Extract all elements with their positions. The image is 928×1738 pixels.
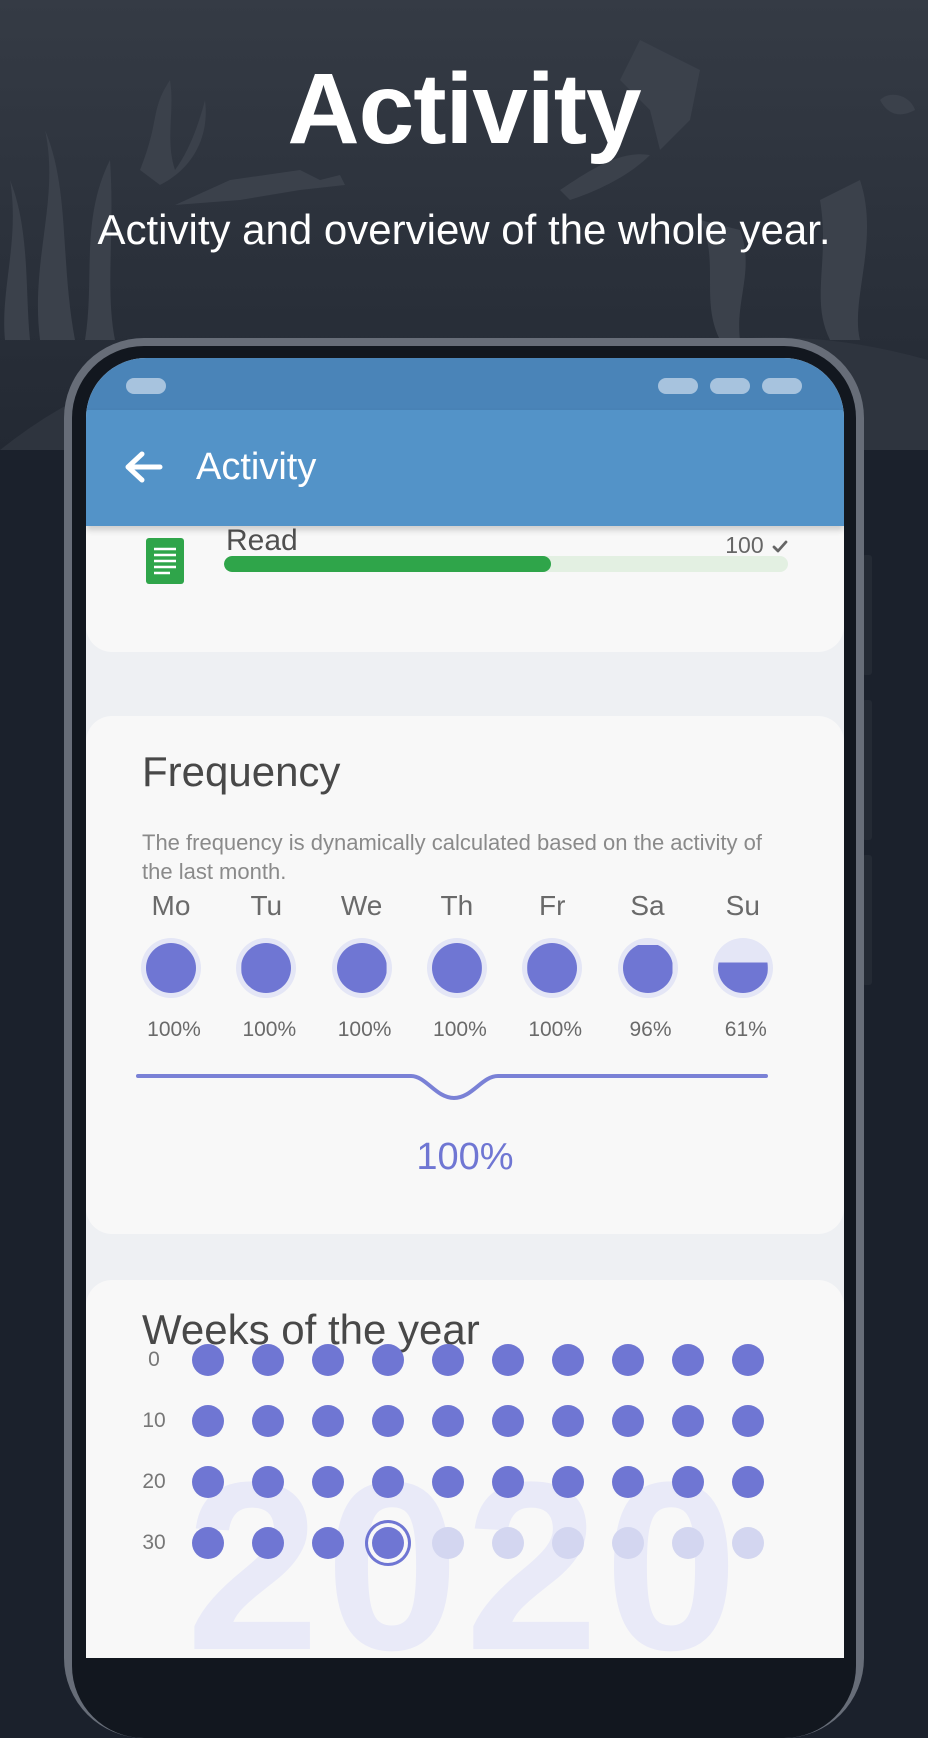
week-row-label: 10 <box>142 1409 166 1432</box>
promo-title: Activity <box>287 53 641 165</box>
app-bar: Activity <box>86 410 844 526</box>
week-dot[interactable] <box>312 1405 344 1437</box>
week-dot[interactable] <box>372 1405 404 1437</box>
status-indicator <box>762 378 802 394</box>
frequency-title: Frequency <box>142 748 341 795</box>
day-frequency-indicator <box>522 938 583 998</box>
week-dot[interactable] <box>612 1405 644 1437</box>
week-dot[interactable] <box>192 1527 224 1559</box>
week-dot[interactable] <box>612 1527 644 1559</box>
frequency-indicator-line <box>136 1074 768 1101</box>
week-dot[interactable] <box>732 1344 764 1376</box>
week-dot[interactable] <box>312 1466 344 1498</box>
day-label: Th <box>440 890 474 921</box>
document-icon <box>146 538 184 584</box>
week-dot[interactable] <box>492 1405 524 1437</box>
week-dot[interactable] <box>252 1405 284 1437</box>
week-dot[interactable] <box>612 1466 644 1498</box>
day-frequency-indicator <box>331 938 392 998</box>
week-dot[interactable] <box>432 1527 464 1559</box>
promo-subtitle: Activity and overview of the whole year. <box>97 206 831 253</box>
status-indicator <box>126 378 166 394</box>
week-dot[interactable] <box>552 1466 584 1498</box>
arrow-left-icon <box>125 451 163 483</box>
day-percentage: 100% <box>242 1018 297 1041</box>
activity-progress-fill <box>224 556 552 572</box>
goal-count-value: 100 <box>725 532 764 558</box>
week-dot[interactable] <box>252 1344 284 1376</box>
day-label: Tu <box>250 890 283 921</box>
week-dot[interactable] <box>672 1344 704 1376</box>
current-week-dot[interactable] <box>372 1527 404 1559</box>
day-label: Su <box>725 890 760 921</box>
week-dot[interactable] <box>252 1527 284 1559</box>
week-dot[interactable] <box>732 1527 764 1559</box>
activity-goal-count: 100 <box>725 532 788 559</box>
day-percentage: 96% <box>629 1018 672 1041</box>
week-dot[interactable] <box>672 1527 704 1559</box>
week-dot[interactable] <box>612 1344 644 1376</box>
day-frequency-indicator <box>141 938 201 998</box>
week-row-label: 0 <box>148 1348 160 1371</box>
day-frequency-indicator <box>236 938 297 998</box>
day-frequency-fill <box>146 943 196 993</box>
day-frequency-fill <box>431 943 482 993</box>
day-frequency-indicator <box>712 938 773 998</box>
week-dot[interactable] <box>432 1344 464 1376</box>
week-dot[interactable] <box>672 1405 704 1437</box>
week-dot[interactable] <box>312 1344 344 1376</box>
week-dot[interactable] <box>372 1466 404 1498</box>
week-dot[interactable] <box>552 1405 584 1437</box>
week-dot[interactable] <box>492 1344 524 1376</box>
day-percentage: 61% <box>724 1018 767 1041</box>
week-dot[interactable] <box>732 1466 764 1498</box>
day-frequency-indicator <box>617 938 678 998</box>
day-percentage: 100% <box>528 1018 583 1041</box>
status-bar <box>86 358 844 410</box>
week-dot[interactable] <box>372 1344 404 1376</box>
week-row-label: 30 <box>142 1531 166 1554</box>
week-dot[interactable] <box>552 1527 584 1559</box>
day-frequency-fill <box>527 943 578 993</box>
phone-screen: Activity Read 100 Frequency The frequenc… <box>86 358 844 1658</box>
day-percentage: 100% <box>147 1018 201 1041</box>
day-label: Mo <box>151 890 191 921</box>
frequency-overall-value: 100% <box>416 1136 514 1178</box>
week-dot[interactable] <box>492 1466 524 1498</box>
day-percentage: 100% <box>337 1018 392 1041</box>
status-indicator <box>710 378 750 394</box>
status-indicator <box>658 378 698 394</box>
week-dot[interactable] <box>432 1466 464 1498</box>
day-percentage: 100% <box>433 1018 487 1041</box>
activity-progress-bar <box>224 556 788 572</box>
activity-name: Read <box>226 524 298 557</box>
phone-side-button <box>862 700 872 840</box>
day-frequency-indicator <box>426 938 487 998</box>
day-label: We <box>340 890 383 921</box>
week-dot[interactable] <box>432 1405 464 1437</box>
day-label: Sa <box>630 890 665 921</box>
week-dot[interactable] <box>192 1405 224 1437</box>
day-frequency-fill <box>622 945 673 993</box>
day-label: Fr <box>538 890 566 921</box>
week-dot[interactable] <box>192 1344 224 1376</box>
weeks-title: Weeks of the year <box>142 1306 480 1353</box>
week-row-label: 20 <box>142 1470 166 1493</box>
day-frequency-fill <box>336 943 387 993</box>
back-button[interactable] <box>122 450 164 484</box>
day-frequency-fill <box>717 962 768 993</box>
week-dot[interactable] <box>552 1344 584 1376</box>
week-dot[interactable] <box>192 1466 224 1498</box>
check-icon <box>772 540 788 553</box>
week-dot[interactable] <box>732 1405 764 1437</box>
frequency-description: The frequency is dynamically calculated … <box>142 830 762 884</box>
day-frequency-fill <box>241 943 292 993</box>
phone-side-button <box>862 555 872 675</box>
week-dot[interactable] <box>312 1527 344 1559</box>
week-dot[interactable] <box>672 1466 704 1498</box>
page-title: Activity <box>196 446 317 488</box>
week-dot[interactable] <box>252 1466 284 1498</box>
phone-side-button <box>862 855 872 985</box>
week-dot[interactable] <box>492 1527 524 1559</box>
